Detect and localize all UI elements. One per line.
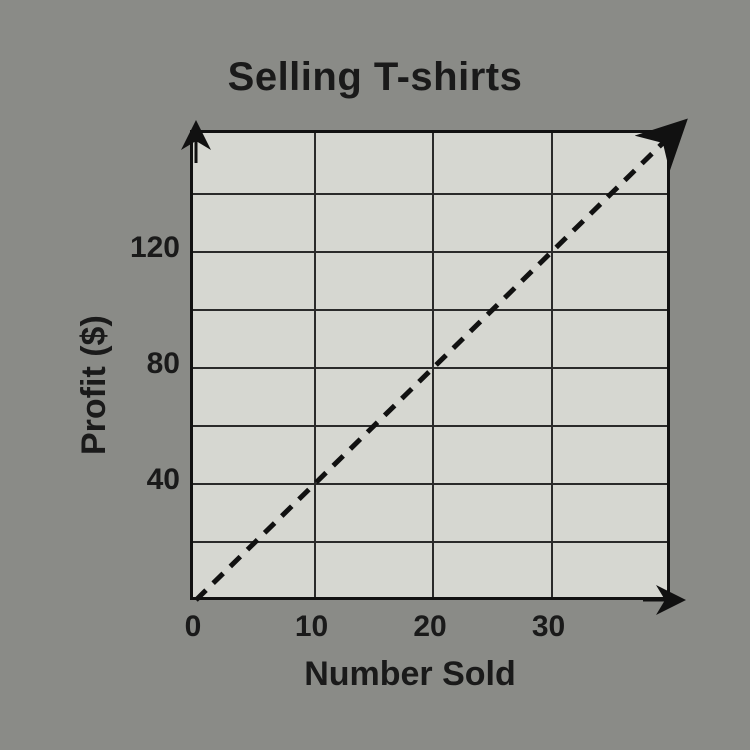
y-tick-label: 120 <box>110 231 180 265</box>
plot-area <box>190 130 670 600</box>
x-tick-label: 10 <box>282 610 342 644</box>
chart-title: Selling T-shirts <box>0 55 750 100</box>
y-axis-label: Profit ($) <box>75 315 114 455</box>
x-tick-label: 20 <box>400 610 460 644</box>
y-tick-label: 80 <box>110 347 180 381</box>
chart-container: Selling T-shirts Profit ($) Number Sold … <box>0 0 750 750</box>
trend-line <box>196 136 670 600</box>
x-axis-label: Number Sold <box>170 655 650 694</box>
x-tick-label: 0 <box>163 610 223 644</box>
y-tick-label: 40 <box>110 463 180 497</box>
x-tick-label: 30 <box>519 610 579 644</box>
plot-overlay <box>193 133 667 597</box>
